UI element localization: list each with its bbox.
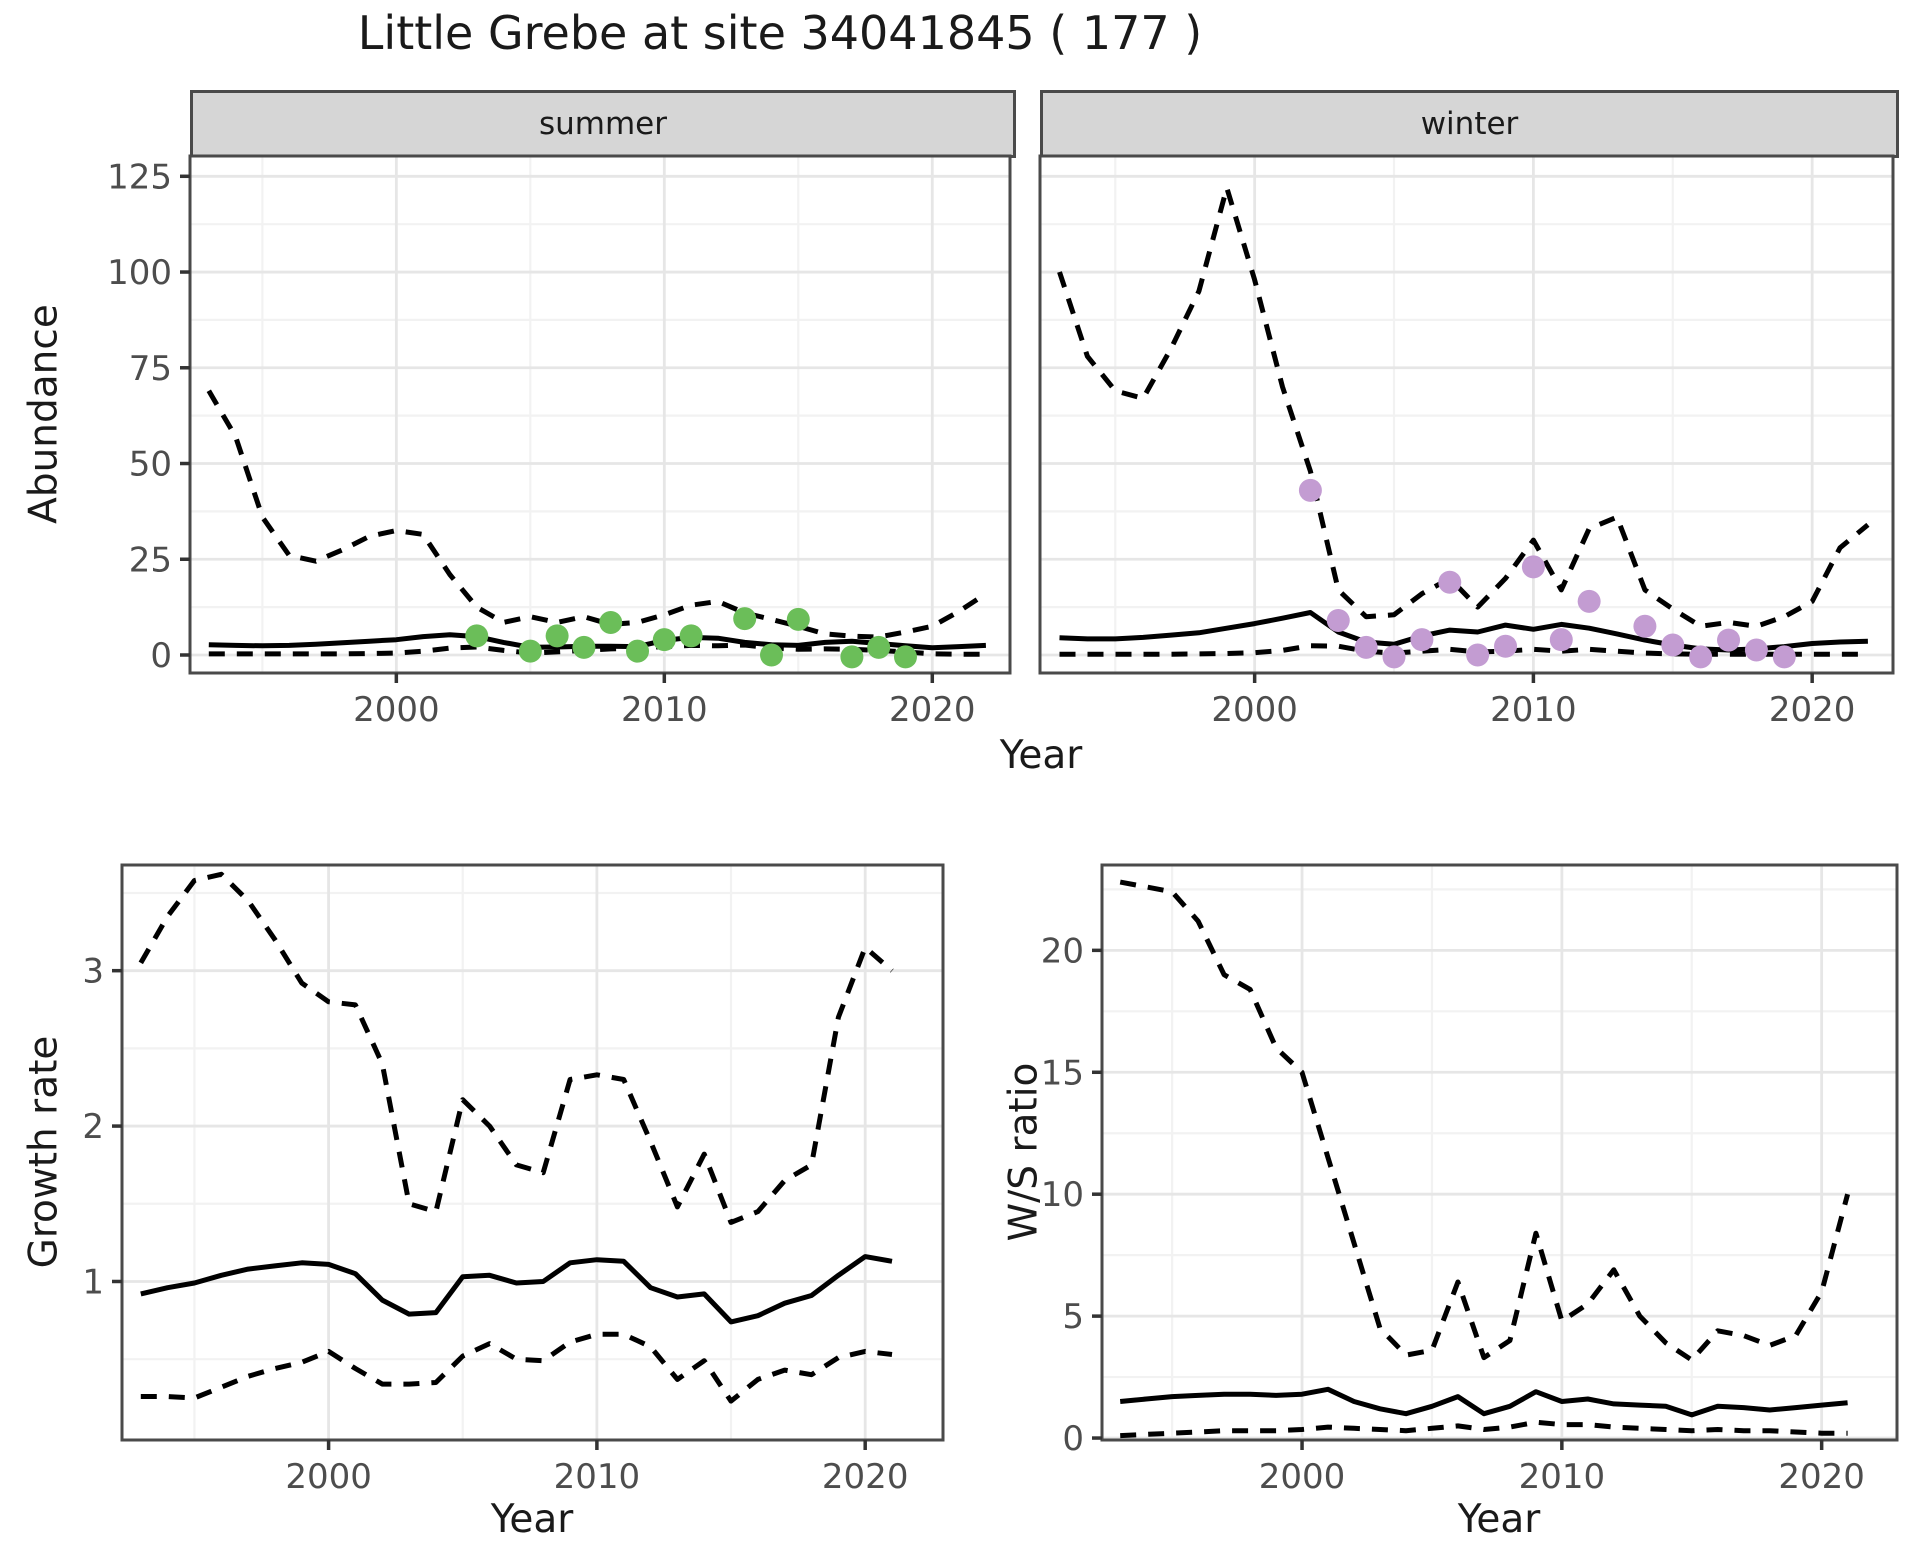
observation-point-abundance-summer — [545, 624, 569, 648]
observation-point-abundance-winter — [1772, 645, 1796, 669]
y-tick-label: 3 — [82, 952, 104, 992]
facet-strip-winter: winter — [1040, 90, 1899, 158]
y-tick-label: 15 — [1041, 1053, 1084, 1093]
observation-point-abundance-winter — [1577, 589, 1601, 613]
y-tick-label: 50 — [129, 445, 172, 485]
y-tick-label: 75 — [129, 349, 172, 389]
series-abundance-summer-mean — [208, 632, 987, 651]
y-tick-label: 5 — [1062, 1297, 1084, 1337]
chart-title: Little Grebe at site 34041845 ( 177 ) — [357, 6, 1203, 60]
observation-point-abundance-winter — [1661, 633, 1685, 657]
observation-point-abundance-summer — [760, 643, 784, 667]
observation-point-abundance-summer — [652, 628, 676, 652]
observation-point-abundance-winter — [1354, 635, 1378, 659]
observation-point-abundance-winter — [1410, 628, 1434, 652]
x-tick-label: 2000 — [1211, 690, 1298, 730]
panel-ws-ratio — [1102, 865, 1897, 1440]
x-tick-label: 2000 — [353, 690, 440, 730]
series-ws-ratio-upper_95ci — [1119, 879, 1851, 1363]
observation-point-abundance-winter — [1549, 628, 1573, 652]
observation-point-abundance-winter — [1438, 570, 1462, 594]
observation-point-abundance-summer — [599, 610, 623, 634]
y-tick-label: 1 — [82, 1262, 104, 1302]
panel-abundance-summer — [190, 156, 1010, 673]
x-axis-label-year-bottom-right: Year — [1457, 1497, 1541, 1542]
facet-strip-summer: summer — [190, 90, 1016, 158]
y-tick-label: 25 — [129, 540, 172, 580]
observation-point-abundance-summer — [867, 635, 891, 659]
series-abundance-winter-lower_95ci — [1059, 643, 1868, 657]
observation-point-abundance-summer — [840, 645, 864, 669]
series-growth-rate-mean — [140, 1254, 893, 1325]
observation-point-abundance-winter — [1298, 478, 1322, 502]
observation-point-abundance-winter — [1382, 645, 1406, 669]
x-tick-label: 2020 — [822, 1457, 909, 1497]
panel-border-abundance-summer — [188, 154, 1012, 675]
x-tick-label: 2020 — [889, 690, 976, 730]
y-tick-label: 125 — [107, 157, 172, 197]
observation-point-abundance-winter — [1494, 634, 1518, 658]
observation-point-abundance-summer — [679, 624, 703, 648]
panel-border-ws-ratio — [1100, 863, 1899, 1442]
observation-point-abundance-summer — [893, 645, 917, 669]
observation-point-abundance-summer — [465, 624, 489, 648]
facet-label-winter: winter — [1420, 106, 1519, 142]
observation-point-abundance-winter — [1466, 643, 1490, 667]
x-axis-label-year-top: Year — [999, 733, 1083, 778]
y-tick-label: 0 — [1062, 1419, 1084, 1459]
observation-point-abundance-winter — [1521, 555, 1545, 579]
series-ws-ratio-mean — [1119, 1386, 1848, 1418]
series-growth-rate-upper_95ci — [138, 871, 894, 1225]
panel-abundance-winter — [1040, 156, 1893, 673]
observation-point-abundance-summer — [626, 639, 650, 663]
panel-border-abundance-winter — [1038, 154, 1895, 675]
panel-growth-rate — [122, 865, 943, 1440]
y-tick-label: 0 — [150, 636, 172, 676]
y-tick-label: 10 — [1041, 1175, 1084, 1215]
x-tick-label: 2000 — [285, 1457, 372, 1497]
x-tick-label: 2000 — [1259, 1457, 1346, 1497]
x-tick-label: 2020 — [1769, 690, 1856, 730]
observation-point-abundance-summer — [572, 635, 596, 659]
observation-point-abundance-summer — [786, 607, 810, 631]
y-tick-label: 2 — [82, 1107, 104, 1147]
x-tick-label: 2010 — [554, 1457, 641, 1497]
x-tick-label: 2020 — [1778, 1457, 1865, 1497]
observation-point-abundance-summer — [733, 607, 757, 631]
observation-point-abundance-winter — [1326, 609, 1350, 633]
observation-point-abundance-winter — [1689, 645, 1713, 669]
y-tick-label: 100 — [107, 253, 172, 293]
x-tick-label: 2010 — [1490, 690, 1577, 730]
observation-point-abundance-winter — [1633, 614, 1657, 638]
observation-point-abundance-winter — [1744, 638, 1768, 662]
series-abundance-summer-upper_95ci — [206, 389, 988, 640]
observation-point-abundance-winter — [1717, 628, 1741, 652]
observation-point-abundance-summer — [518, 639, 542, 663]
y-tick-label: 20 — [1041, 931, 1084, 971]
x-tick-label: 2010 — [1519, 1457, 1606, 1497]
series-abundance-winter-upper_95ci — [1057, 185, 1870, 629]
panel-border-growth-rate — [120, 863, 945, 1442]
facet-label-summer: summer — [538, 106, 667, 142]
series-ws-ratio-lower_95ci — [1120, 1419, 1848, 1439]
x-tick-label: 2010 — [621, 690, 708, 730]
x-axis-label-year-bottom-left: Year — [490, 1497, 574, 1542]
